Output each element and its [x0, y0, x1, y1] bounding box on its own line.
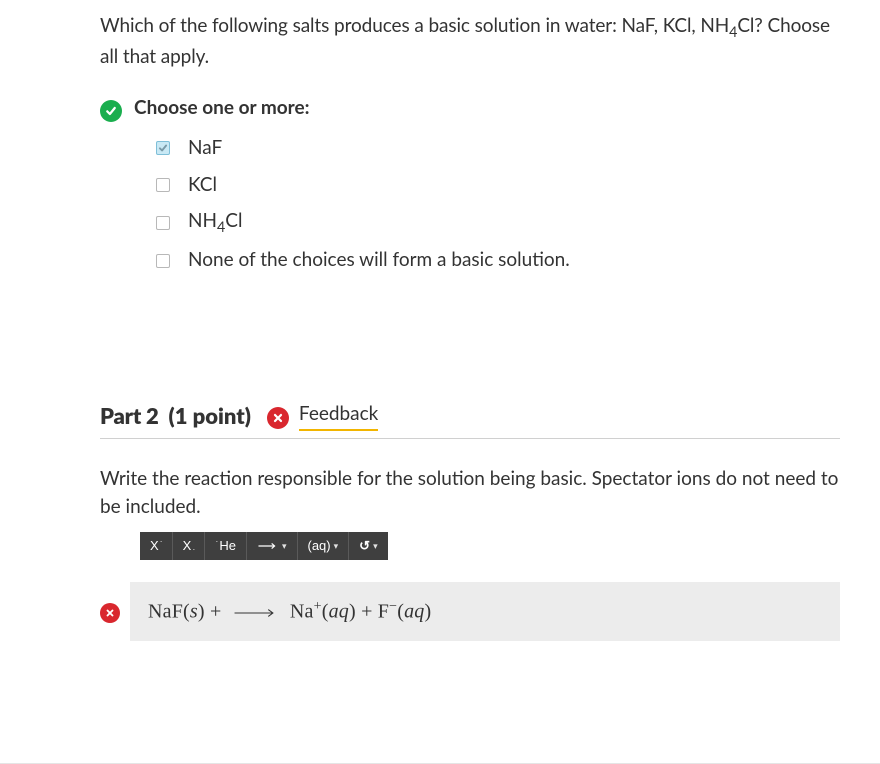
rhs1-elem: Na [290, 601, 314, 623]
part2-question: Write the reaction responsible for the s… [100, 465, 840, 522]
equation-toolbar: X· X· ·He ▾ (aq)▾ ↺▾ [140, 532, 388, 560]
option-label: NH4Cl [188, 207, 242, 238]
option-label: None of the choices will form a basic so… [188, 246, 570, 275]
options-list: NaF KCl NH4Cl None of the choices will f… [134, 130, 840, 279]
reaction-arrow-icon [233, 607, 279, 619]
option-none[interactable]: None of the choices will form a basic so… [134, 242, 840, 279]
part2-wrong-icon [267, 407, 289, 429]
toolbar-isotope-button[interactable]: ·He [205, 532, 247, 560]
part1-correct-icon [100, 100, 122, 122]
part2-title: Part 2 [100, 399, 159, 432]
part2-header: Part 2 (1 point) Feedback [100, 399, 840, 439]
checkbox-kcl[interactable] [156, 178, 170, 192]
option-label: KCl [188, 171, 217, 200]
answer-wrong-icon [100, 603, 120, 623]
toolbar-superscript-button[interactable]: X· [140, 532, 173, 560]
toolbar-subscript-button[interactable]: X· [173, 532, 206, 560]
option-kcl[interactable]: KCl [134, 167, 840, 204]
choose-label: Choose one or more: [134, 94, 310, 123]
question-prefix: Which of the following salts produces a … [100, 14, 729, 37]
answer-equation[interactable]: NaF(s) + Na+(aq) + F−(aq) [130, 582, 840, 641]
option-label: NaF [188, 134, 222, 163]
checkbox-nh4cl[interactable] [156, 216, 170, 230]
option-naf[interactable]: NaF [134, 130, 840, 167]
lhs-compound: NaF [148, 601, 183, 623]
checkbox-naf[interactable] [156, 141, 170, 155]
toolbar-phase-button[interactable]: (aq)▾ [298, 532, 350, 560]
part2-points: (1 point) [169, 399, 251, 432]
toolbar-arrow-button[interactable]: ▾ [247, 532, 298, 560]
toolbar-reset-button[interactable]: ↺▾ [349, 532, 387, 560]
checkbox-none[interactable] [156, 254, 170, 268]
rhs2-elem: F [378, 601, 389, 623]
feedback-link[interactable]: Feedback [299, 400, 378, 432]
question-text: Which of the following salts produces a … [100, 12, 840, 72]
option-nh4cl[interactable]: NH4Cl [134, 203, 840, 242]
